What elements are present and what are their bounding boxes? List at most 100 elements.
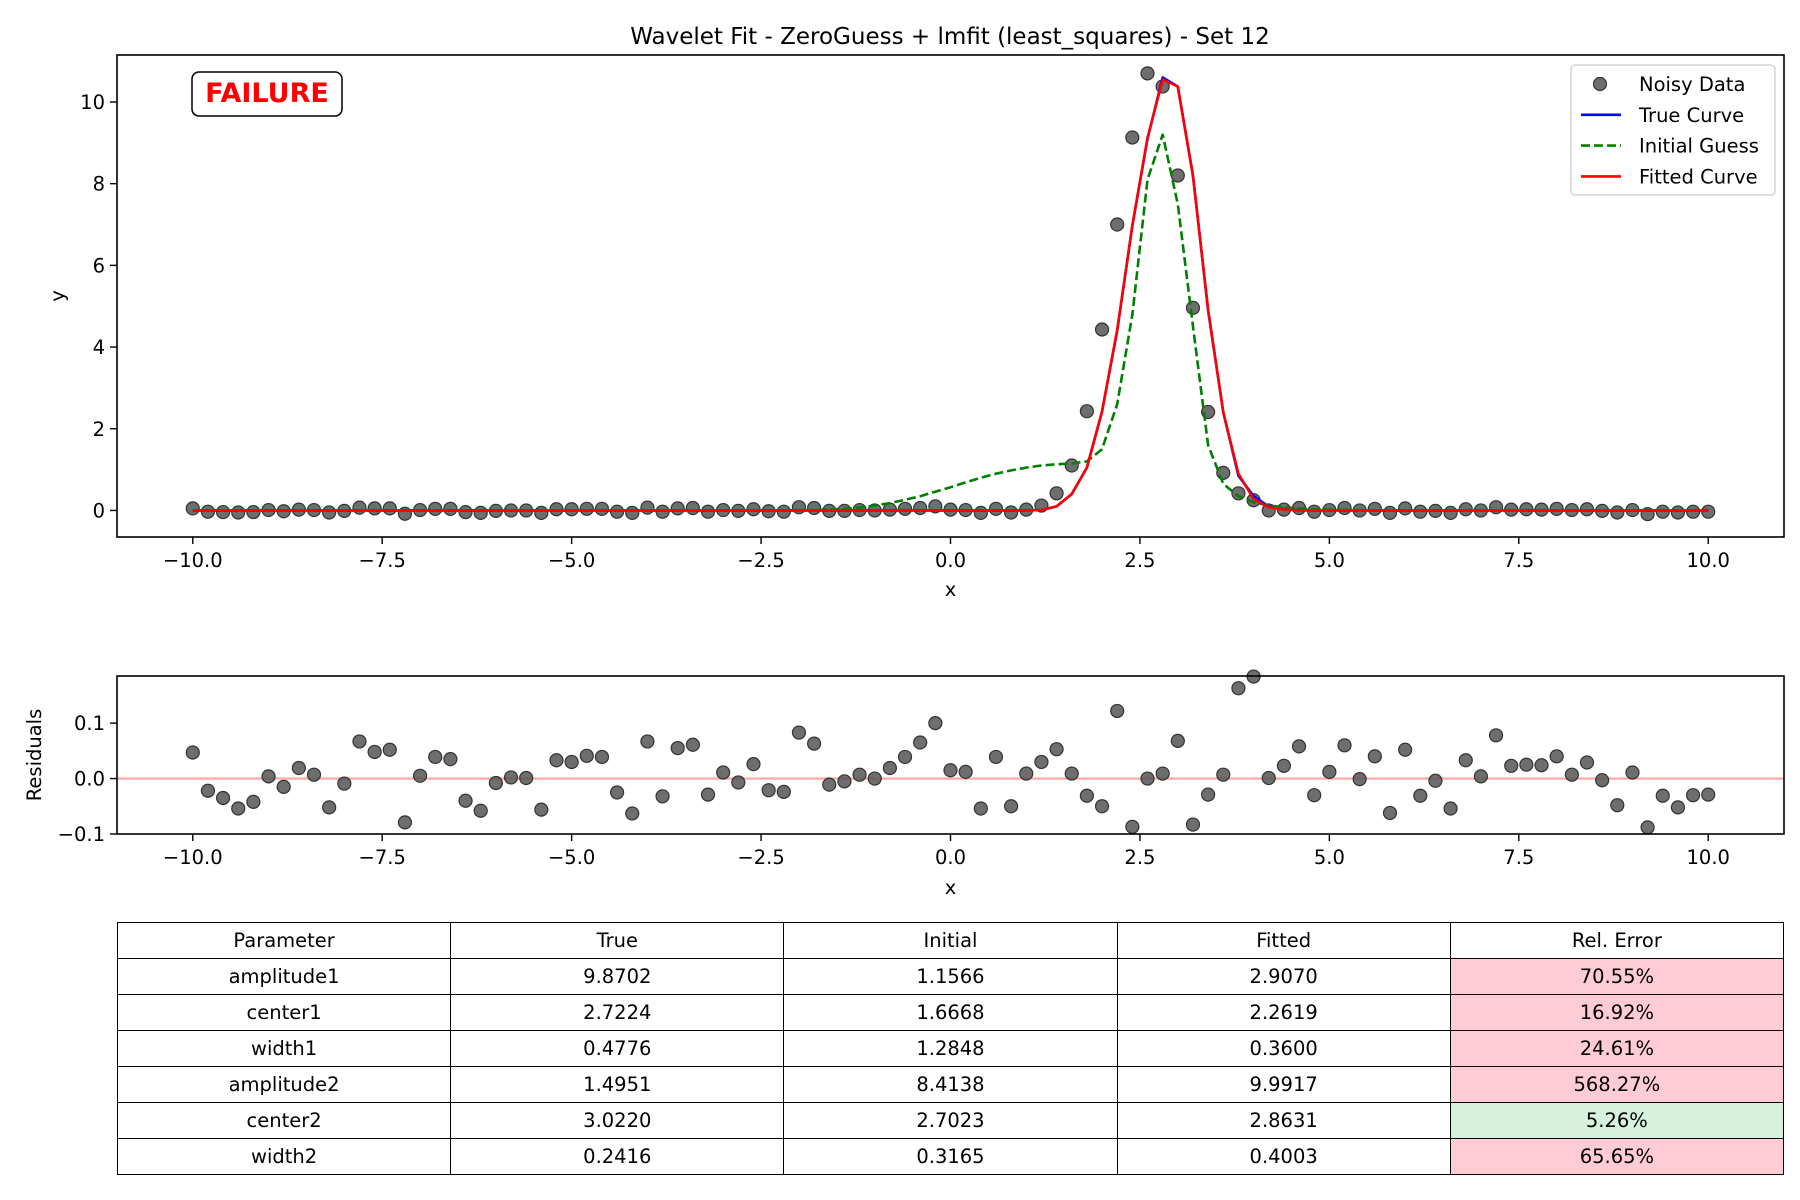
residual-point (215, 790, 231, 806)
legend-label: Fitted Curve (1639, 165, 1758, 188)
data-point (231, 505, 246, 520)
cell-parameter: center2 (116, 1102, 452, 1139)
residual-point (1064, 766, 1079, 781)
data-point (1185, 300, 1201, 315)
y-tick-label: 8 (93, 173, 105, 196)
data-point (579, 501, 594, 516)
cell-initial: 2.7023 (783, 1102, 1118, 1139)
legend-label: Initial Guess (1639, 135, 1759, 158)
residual-point (1398, 742, 1413, 757)
residual-point (1519, 757, 1534, 772)
residuals-plot-area: −10.0 −7.5 −5.0 −2.5 0.0 2.5 5.0 7.5 10.0 −0.1 0.0… (23, 669, 1785, 899)
residual-point (1579, 755, 1595, 770)
data-point (1443, 505, 1458, 521)
y-tick-label: 0 (93, 499, 105, 522)
residual-point (246, 794, 261, 809)
residual-point (1549, 749, 1564, 764)
cell-initial: 1.1566 (783, 958, 1118, 995)
main-chart-title: Wavelet Fit - ZeroGuess + lmfit (least_s… (630, 24, 1270, 50)
y-tick-label: 4 (93, 336, 105, 359)
y-axis-label: Residuals (23, 709, 46, 802)
residual-point (609, 785, 625, 800)
data-point (640, 500, 655, 515)
residual-point (1685, 788, 1701, 803)
residual-point (549, 753, 564, 768)
residual-point (1534, 758, 1549, 773)
data-point (791, 500, 807, 515)
cell-true: 9.8702 (450, 958, 785, 995)
y-tick-label: 6 (93, 254, 105, 277)
x-axis-label: x (945, 578, 957, 601)
residual-point (231, 801, 246, 816)
cell-fitted: 2.8631 (1116, 1102, 1451, 1139)
legend: Noisy Data True Curve Initial Guess Fitted … (1570, 64, 1776, 196)
residual-point (412, 768, 428, 783)
data-point (473, 505, 488, 521)
residual-point (1610, 798, 1625, 813)
header-rel-error: Rel. Error (1449, 922, 1785, 959)
residual-point (1140, 771, 1155, 786)
residual-point (397, 815, 413, 830)
residual-point (1185, 817, 1201, 832)
residual-point (1291, 739, 1307, 754)
table-row: amplitude2 1.4951 8.4138 9.9917 568.27% (116, 1066, 1785, 1103)
main-axes-frame (116, 54, 1785, 538)
residual-point (594, 749, 610, 765)
residual-point (1216, 767, 1231, 782)
residual-point (185, 745, 200, 760)
residual-point (685, 737, 700, 752)
residual-axes-frame (116, 675, 1785, 835)
y-axis-label: y (46, 290, 69, 302)
cell-rel-error: 24.61% (1449, 1030, 1785, 1067)
y-tick-label: 0.1 (74, 712, 105, 735)
residual-point (700, 787, 716, 802)
header-fitted: Fitted (1116, 922, 1451, 959)
residual-point (564, 754, 579, 770)
residual-point (761, 783, 776, 798)
residual-point (1155, 766, 1170, 781)
residual-point (655, 789, 670, 804)
data-point (1488, 500, 1504, 515)
residual-point (746, 757, 761, 772)
data-point (988, 501, 1004, 516)
parameter-table: Parameter True Initial Fitted Rel. Error… (116, 922, 1785, 1175)
data-point (685, 500, 700, 516)
residual-point (1413, 788, 1428, 803)
data-point (1610, 505, 1625, 520)
header-initial: Initial (783, 922, 1118, 959)
residual-point (1458, 753, 1473, 768)
data-point (1049, 486, 1064, 501)
cell-initial: 8.4138 (783, 1066, 1118, 1103)
data-point (973, 505, 988, 521)
data-point (534, 505, 549, 521)
data-point (367, 501, 382, 516)
residual-point (261, 769, 276, 784)
residual-point (1428, 773, 1443, 788)
data-point (1337, 500, 1352, 516)
residual-point (640, 734, 655, 749)
x-tick-label: −7.5 (359, 846, 406, 869)
residual-point (1034, 754, 1049, 770)
residual-point (716, 765, 731, 780)
residual-point (837, 774, 852, 789)
cell-parameter: center1 (116, 994, 452, 1031)
cell-true: 2.7224 (450, 994, 785, 1031)
x-tick-label: 2.5 (1124, 846, 1155, 869)
cell-rel-error: 568.27% (1449, 1066, 1785, 1103)
residual-point (1595, 773, 1610, 788)
data-point (1004, 505, 1019, 520)
residual-point (1322, 764, 1337, 780)
data-point (1382, 505, 1398, 521)
data-point (1216, 465, 1231, 480)
residual-point (852, 767, 867, 782)
residual-point (1352, 772, 1367, 787)
data-point (1367, 501, 1382, 516)
series-line-fitted-curve (192, 78, 1709, 512)
residual-point (1564, 767, 1579, 782)
cell-rel-error: 16.92% (1449, 994, 1785, 1031)
x-tick-label: −2.5 (737, 846, 784, 869)
data-point (594, 501, 610, 516)
residual-point (731, 775, 746, 790)
residual-point (306, 767, 322, 782)
residual-point (488, 775, 503, 791)
